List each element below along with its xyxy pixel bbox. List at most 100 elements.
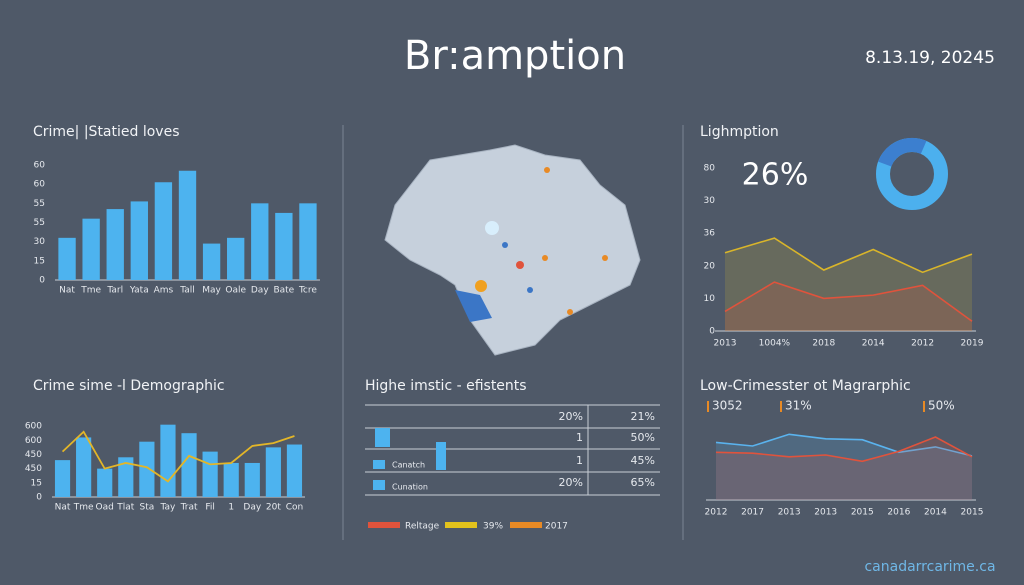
y-tick-label: 36 <box>704 229 716 239</box>
table-cell: 1 <box>576 431 583 444</box>
area <box>725 238 972 331</box>
x-tick-label: Nat <box>59 286 75 296</box>
bar <box>223 462 239 497</box>
map-point <box>602 255 608 261</box>
legend-swatch <box>445 522 477 528</box>
y-tick-label: 60 <box>34 180 46 190</box>
date: 8.13.19, 20245 <box>865 48 995 68</box>
x-tick-label: Sta <box>139 503 154 513</box>
legend-label: Reltage <box>405 522 440 532</box>
footer: canadarrcarime.ca <box>864 559 995 575</box>
x-tick-label: Tall <box>179 286 195 296</box>
table-label: Cunation <box>392 483 428 492</box>
line <box>724 281 973 322</box>
chart-title: Crime| |Statied loves <box>33 124 180 140</box>
bar <box>299 203 317 280</box>
x-tick-label: Con <box>286 503 304 513</box>
x-tick-label: Day <box>251 286 269 296</box>
x-tick-label: Tlat <box>116 503 135 513</box>
map-region <box>384 144 641 356</box>
table-cell: 45% <box>631 454 655 467</box>
x-tick-label: 2015 <box>851 508 874 518</box>
headline-value: 26% <box>742 158 809 193</box>
legend-swatch <box>510 522 542 528</box>
table-cell: 50% <box>631 431 655 444</box>
bar <box>130 201 148 280</box>
line <box>715 436 973 463</box>
x-tick-label: Trat <box>180 503 198 513</box>
x-tick-label: 2012 <box>911 339 934 349</box>
y-tick-label: 600 <box>25 436 42 446</box>
y-tick-label: 55 <box>34 199 45 209</box>
map-point <box>502 242 508 248</box>
x-tick-label: 2012 <box>705 508 728 518</box>
chart-title: Crime sime -l Demographic <box>33 378 225 394</box>
x-tick-label: 2014 <box>862 339 885 349</box>
table-cell: 21% <box>631 410 655 423</box>
bar <box>227 237 245 280</box>
y-tick-label: 450 <box>25 464 42 474</box>
map-point <box>544 167 550 173</box>
y-tick-label: 450 <box>25 450 42 460</box>
bar <box>286 444 303 497</box>
x-tick-label: 1004% <box>759 339 791 349</box>
y-tick-label: 20 <box>704 261 716 271</box>
table-cell: 65% <box>631 476 655 489</box>
x-tick-label: Tme <box>73 503 94 513</box>
x-tick-label: Fil <box>205 503 215 513</box>
x-tick-label: Tarl <box>106 286 123 296</box>
map-point <box>485 221 499 235</box>
bar <box>160 424 176 497</box>
bar <box>275 212 293 280</box>
x-tick-label: Tay <box>160 503 177 513</box>
table-cell: 20% <box>559 476 583 489</box>
x-tick-label: Day <box>243 503 261 513</box>
table-lines <box>365 404 660 496</box>
bar <box>97 468 113 497</box>
map-area <box>455 290 492 322</box>
x-tick-label: 2015 <box>961 508 984 518</box>
x-tick-label: 2016 <box>887 508 910 518</box>
x-tick-label: 2019 <box>961 339 984 349</box>
table-label: Canatch <box>392 461 425 470</box>
x-tick-label: Nat <box>55 503 71 513</box>
bar <box>76 437 92 497</box>
x-tick-label: Oale <box>225 286 246 296</box>
x-tick-label: Tcre <box>298 286 317 296</box>
map-point <box>516 261 524 269</box>
x-tick-label: 2013 <box>714 339 737 349</box>
y-tick-label: 30 <box>704 196 716 206</box>
x-tick-label: 20t <box>266 503 281 513</box>
y-tick-label: 0 <box>36 493 42 503</box>
legend-label: 2017 <box>545 522 568 532</box>
x-tick-label: Ams <box>154 286 174 296</box>
map-point <box>542 255 548 261</box>
annotation: 3052 <box>712 399 743 413</box>
x-tick-label: 2017 <box>741 508 764 518</box>
area <box>716 437 972 500</box>
x-tick-label: 2013 <box>814 508 837 518</box>
bar <box>54 460 71 497</box>
map <box>384 144 641 356</box>
line <box>715 433 973 457</box>
page-title: Br:amption <box>404 33 626 79</box>
bar <box>251 203 269 280</box>
chart-title: Low-Crimesster ot Magrarphic <box>700 378 911 394</box>
x-tick-label: 1 <box>228 503 234 513</box>
annotation: 31% <box>785 399 812 413</box>
x-tick-label: Tme <box>80 286 101 296</box>
x-tick-label: Yata <box>129 286 149 296</box>
bar <box>106 209 124 280</box>
area <box>725 282 972 331</box>
annotation: 50% <box>928 399 955 413</box>
x-tick-label: Bate <box>273 286 294 296</box>
bar <box>202 451 218 497</box>
y-tick-label: 30 <box>34 237 46 247</box>
y-tick-label: 10 <box>704 294 716 304</box>
x-tick-label: 2013 <box>778 508 801 518</box>
y-tick-label: 600 <box>25 422 42 432</box>
x-tick-label: 2018 <box>812 339 835 349</box>
bar <box>202 243 221 280</box>
bar <box>118 457 134 497</box>
bar <box>154 182 173 280</box>
